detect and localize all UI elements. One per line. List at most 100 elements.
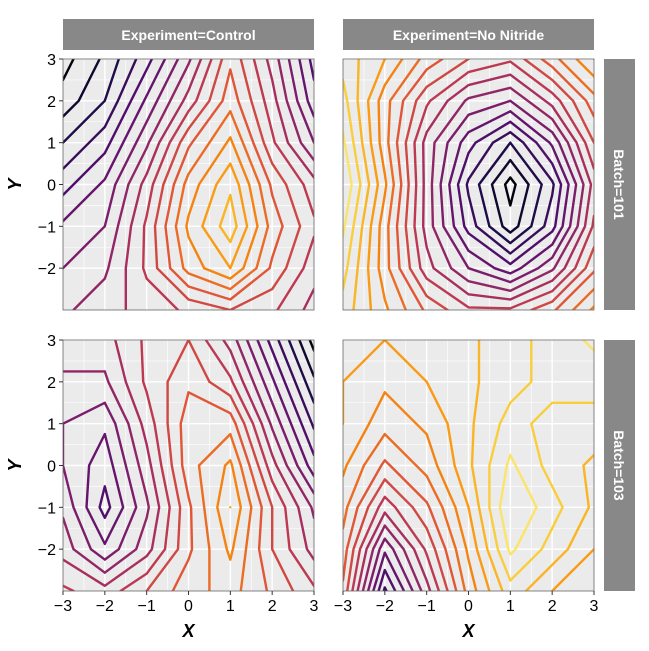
y-tick-label: 2 xyxy=(47,375,56,392)
facet-strip-batch-101 xyxy=(604,59,635,310)
contour-line xyxy=(63,59,101,118)
y-tick-label: 1 xyxy=(47,417,56,434)
contour-line xyxy=(164,68,284,301)
y-tick-label: −2 xyxy=(38,542,56,559)
y-tick-label: 0 xyxy=(47,178,56,195)
x-tick-label: 3 xyxy=(310,598,319,615)
contour-line xyxy=(343,78,362,291)
contour-line xyxy=(470,340,594,591)
y-tick-label: −1 xyxy=(38,500,56,517)
contour-line xyxy=(430,86,585,292)
contour-line xyxy=(366,59,594,310)
contour-line xyxy=(201,162,249,270)
y-tick-label: −2 xyxy=(38,261,56,278)
y-tick-label: 3 xyxy=(47,52,56,69)
contour-line xyxy=(343,391,478,591)
contour-line xyxy=(124,59,314,310)
contour-line xyxy=(174,110,270,291)
contour-line xyxy=(387,59,594,310)
contour-line xyxy=(63,340,314,587)
contour-lines xyxy=(63,59,594,591)
contour-line xyxy=(377,568,397,591)
x-tick-label: 2 xyxy=(548,598,557,615)
contour-line xyxy=(63,59,314,197)
contour-line xyxy=(63,59,75,82)
contour-line xyxy=(142,59,314,310)
facet-strip-batch-103 xyxy=(604,340,635,591)
facet-strip-label-batch-103: Batch=103 xyxy=(611,430,627,501)
contour-line xyxy=(63,340,314,574)
contour-line xyxy=(498,340,594,556)
x-tick-label: −2 xyxy=(376,598,394,615)
contour-line xyxy=(361,524,423,591)
contour-group-no-nitride-101 xyxy=(343,59,594,310)
contour-line xyxy=(153,59,302,310)
x-tick-label: 0 xyxy=(184,598,193,615)
contour-line xyxy=(63,59,120,144)
contour-line xyxy=(422,73,593,301)
contour-line xyxy=(465,131,555,255)
contour-line xyxy=(216,459,242,561)
x-tick-label: 1 xyxy=(506,598,515,615)
x-tick-label: 0 xyxy=(464,598,473,615)
x-axis-title-right: X xyxy=(461,621,475,641)
contour-line xyxy=(377,59,594,310)
facet-strip-no-nitride xyxy=(343,19,594,50)
x-axis-title-left: X xyxy=(181,621,195,641)
x-tick-label: 2 xyxy=(268,598,277,615)
y-tick-label: 0 xyxy=(47,459,56,476)
contour-line xyxy=(456,120,563,266)
contour-line xyxy=(287,340,314,404)
facet-strip-control xyxy=(63,19,314,50)
contour-line xyxy=(85,340,314,546)
contour-line xyxy=(171,391,269,591)
x-tick-label: 3 xyxy=(590,598,599,615)
y-axis-title-bottom: Y xyxy=(5,458,25,472)
contour-line xyxy=(63,59,138,170)
contour-line xyxy=(346,478,449,591)
contour-line xyxy=(298,340,314,378)
contour-line xyxy=(488,340,594,582)
contour-line xyxy=(490,158,530,234)
contour-line xyxy=(63,340,314,561)
x-tick-label: −3 xyxy=(54,598,72,615)
contour-line xyxy=(356,511,432,591)
axis-ticks: −3 −2 −1 0 1 2 3 −3 −2 −1 0 1 2 3 3 2 1 0 −1 −2 3 2 1 0 −1 −2 xyxy=(38,52,599,615)
contour-line xyxy=(63,59,314,270)
facet-strip-label-no-nitride: Experiment=No Nitride xyxy=(393,27,545,43)
contour-line xyxy=(145,340,295,591)
contour-group-no-nitride-103 xyxy=(343,340,594,591)
contour-group-control-103 xyxy=(63,340,314,591)
contour-line xyxy=(413,60,594,310)
contour-line xyxy=(351,495,441,591)
y-tick-label: 1 xyxy=(47,136,56,153)
x-tick-label: −1 xyxy=(418,598,436,615)
contour-line xyxy=(72,59,314,310)
contour-line xyxy=(308,340,314,352)
contour-line xyxy=(448,110,570,275)
contour-line xyxy=(372,551,406,591)
panel-border-no-nitride-101 xyxy=(342,58,595,311)
contour-group-control-101 xyxy=(63,59,314,310)
contour-line xyxy=(382,586,388,591)
x-tick-label: −1 xyxy=(138,598,156,615)
contour-line xyxy=(395,59,594,310)
facet-strip-label-control: Experiment=Control xyxy=(121,27,255,43)
contour-line xyxy=(503,176,517,207)
contour-line xyxy=(98,340,314,519)
x-tick-label: −2 xyxy=(96,598,114,615)
contour-line xyxy=(439,99,578,284)
y-tick-label: 3 xyxy=(47,333,56,350)
y-tick-label: 2 xyxy=(47,94,56,111)
x-tick-label: −3 xyxy=(334,598,352,615)
contour-line xyxy=(218,193,238,244)
contour-line xyxy=(352,59,371,310)
contour-line xyxy=(366,537,414,591)
contour-line xyxy=(63,59,314,223)
contour-line xyxy=(197,432,253,591)
contour-line xyxy=(343,340,594,591)
x-tick-label: 1 xyxy=(226,598,235,615)
contour-line xyxy=(477,141,543,245)
y-axis-title-top: Y xyxy=(5,177,25,191)
